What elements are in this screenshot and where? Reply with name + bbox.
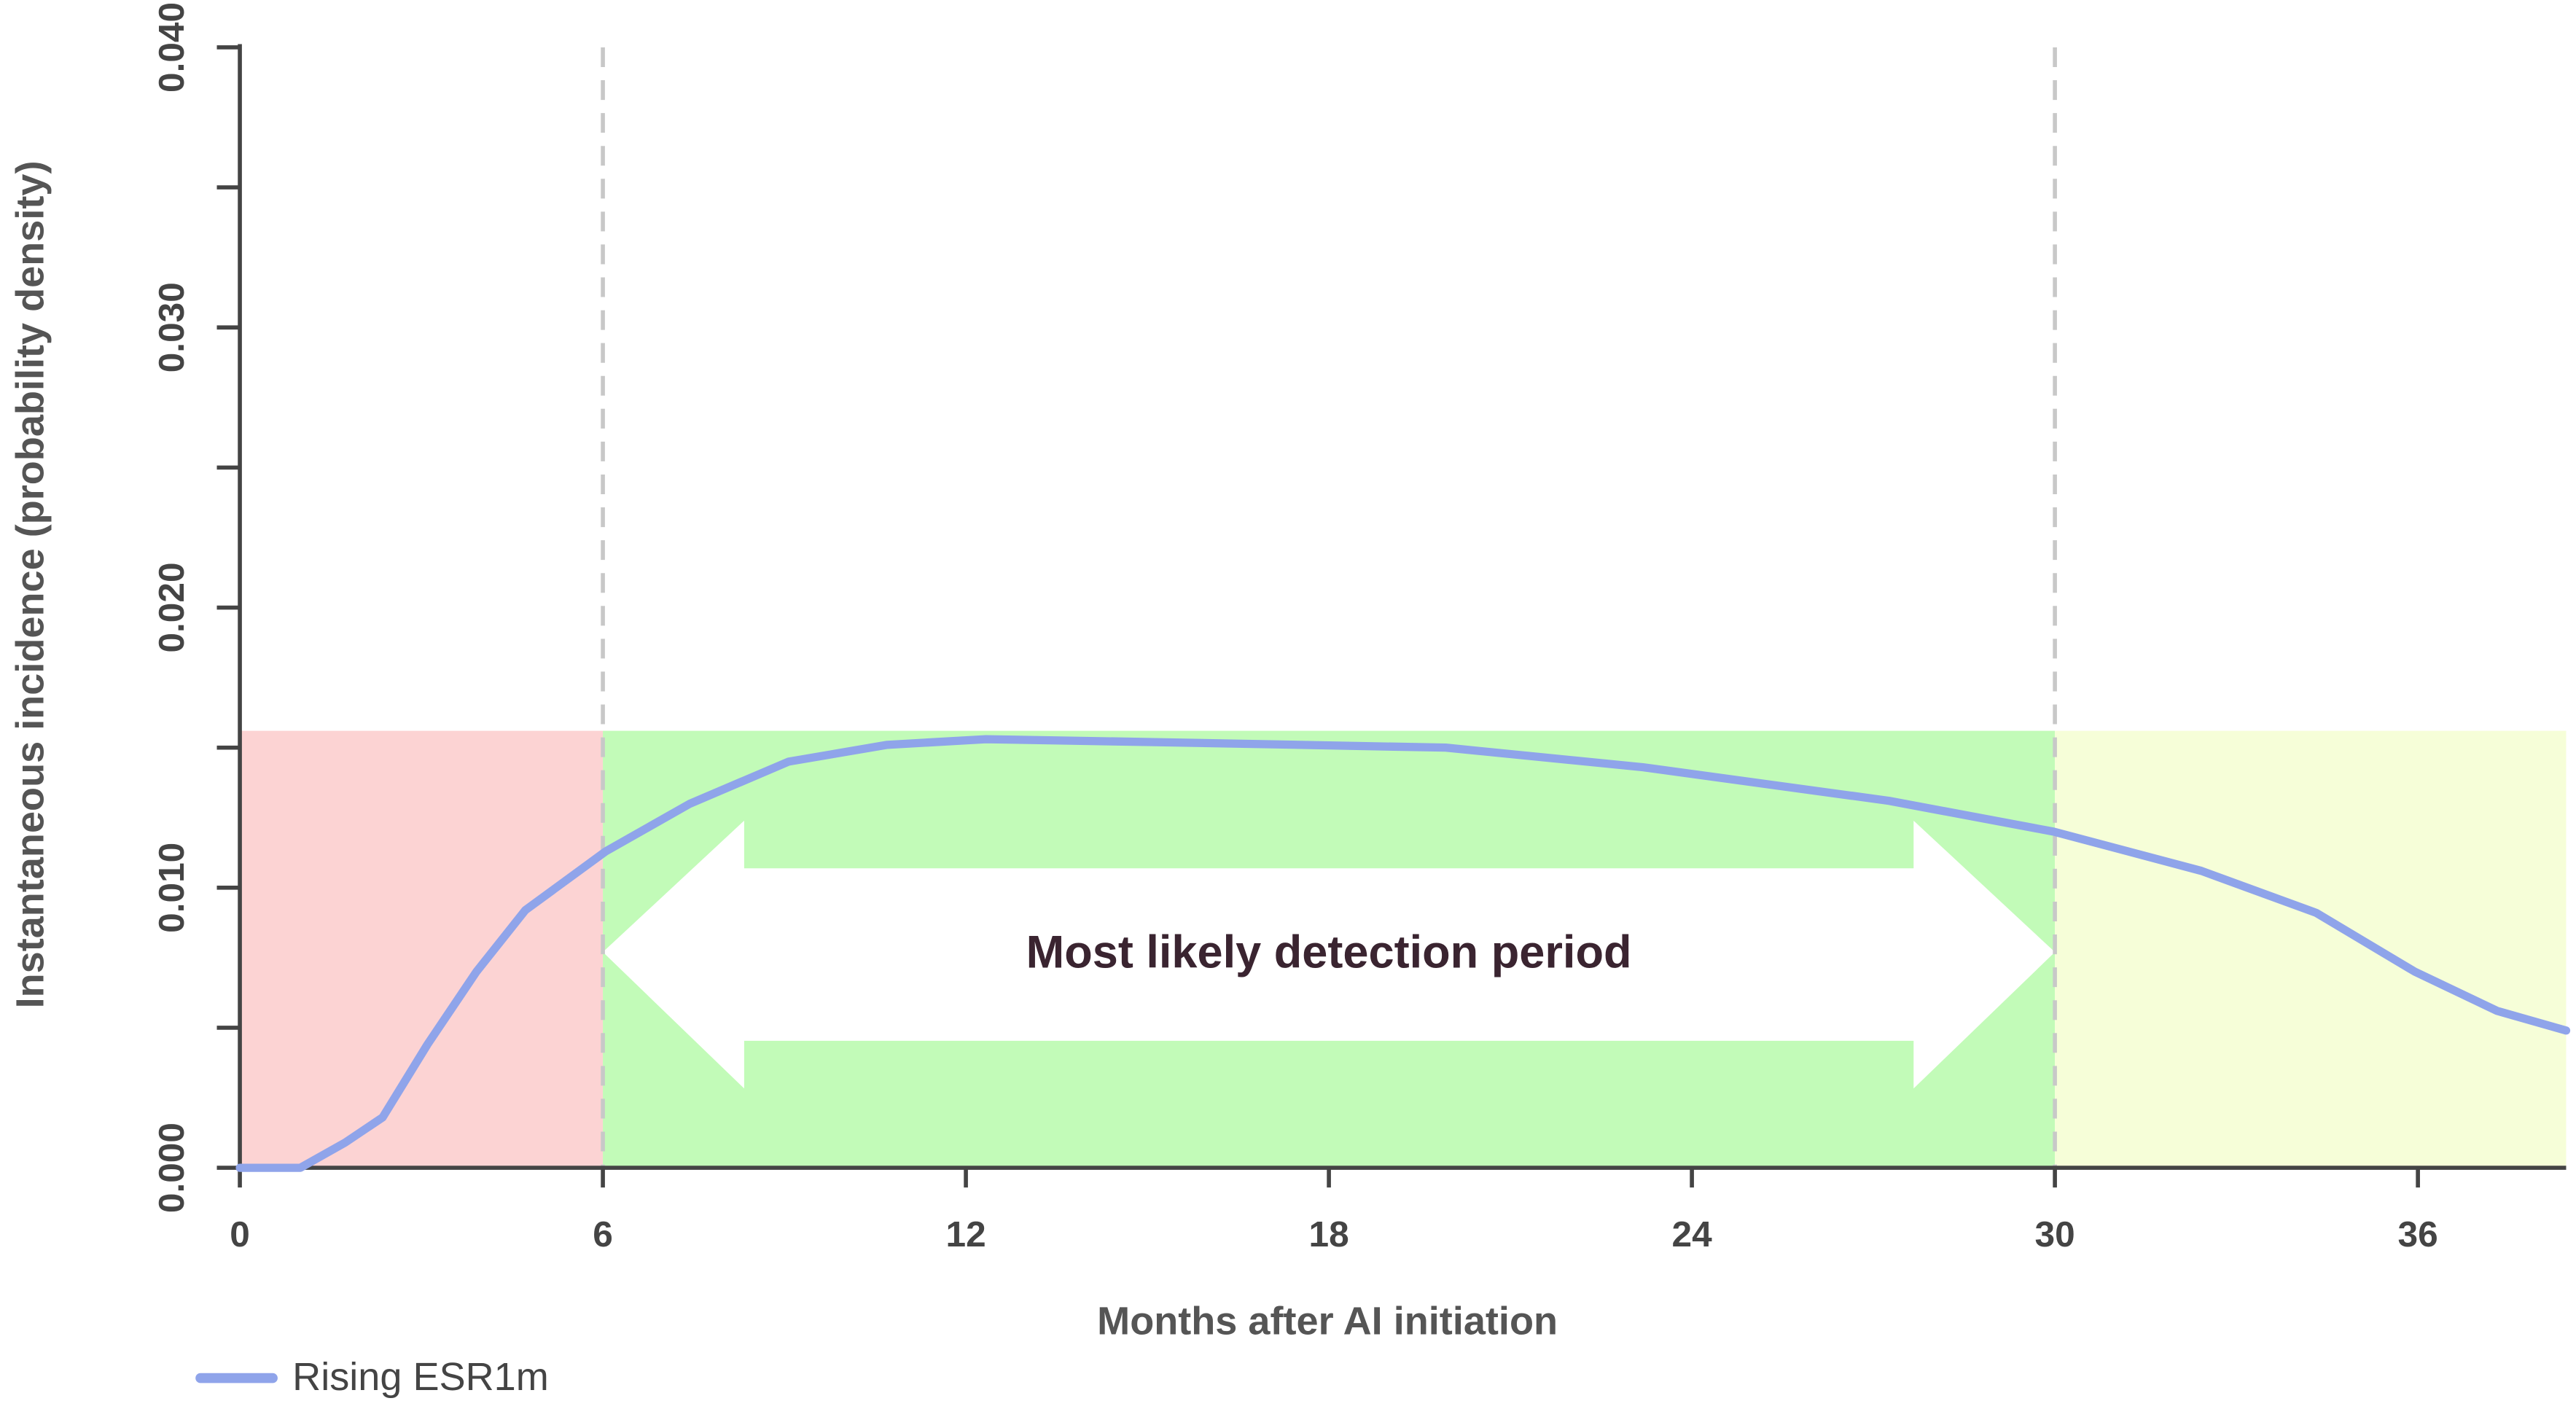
x-tick-label: 24	[1672, 1214, 1713, 1254]
y-tick-label: 0.000	[151, 1123, 192, 1213]
x-tick-label: 36	[2398, 1214, 2438, 1254]
x-tick-label: 6	[593, 1214, 613, 1254]
annotation-text: Most likely detection period	[1026, 926, 1632, 977]
y-tick-label: 0.030	[151, 282, 192, 372]
series-line	[235, 735, 2571, 1172]
x-tick-label: 18	[1309, 1214, 1349, 1254]
region	[240, 730, 604, 1168]
y-tick-label: 0.040	[151, 2, 192, 93]
legend-label: Rising ESR1m	[292, 1355, 549, 1399]
detection-arrow	[603, 820, 2056, 1089]
y-tick-label: 0.020	[151, 562, 192, 652]
x-axis-label: Months after AI initiation	[1097, 1299, 1558, 1343]
y-tick-label: 0.010	[151, 843, 192, 933]
x-tick-label: 12	[946, 1214, 986, 1254]
region	[2055, 730, 2567, 1168]
x-tick-label: 0	[230, 1214, 250, 1254]
x-tick-label: 30	[2035, 1214, 2075, 1254]
y-axis-label: Instantaneous incidence (probability den…	[8, 161, 52, 1009]
